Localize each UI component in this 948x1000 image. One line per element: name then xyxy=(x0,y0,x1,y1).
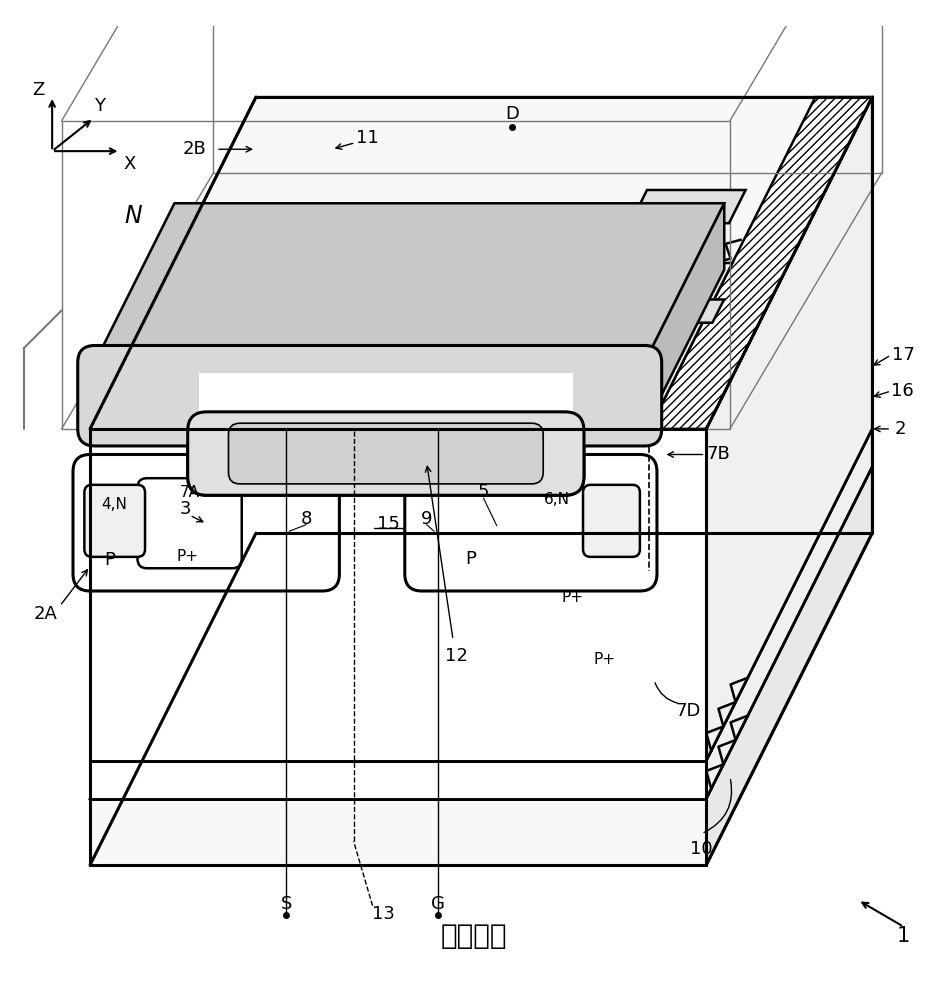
FancyBboxPatch shape xyxy=(228,423,543,484)
Text: P+: P+ xyxy=(593,652,616,667)
Polygon shape xyxy=(90,799,706,865)
FancyBboxPatch shape xyxy=(188,412,584,495)
Text: 2A: 2A xyxy=(33,605,58,623)
Text: 7A: 7A xyxy=(179,485,200,500)
Text: 13: 13 xyxy=(372,905,394,923)
Polygon shape xyxy=(95,402,194,429)
Polygon shape xyxy=(95,374,195,429)
FancyBboxPatch shape xyxy=(188,412,584,495)
Polygon shape xyxy=(595,263,732,429)
Text: N: N xyxy=(124,204,141,228)
Text: 16: 16 xyxy=(891,382,914,400)
Polygon shape xyxy=(565,265,647,476)
Text: 9: 9 xyxy=(421,510,432,528)
Text: P: P xyxy=(104,551,116,569)
Text: 4,N: 4,N xyxy=(100,497,127,512)
FancyBboxPatch shape xyxy=(78,345,662,446)
Text: 8: 8 xyxy=(301,510,312,528)
Text: 7D: 7D xyxy=(676,702,701,720)
Polygon shape xyxy=(706,97,872,761)
Polygon shape xyxy=(649,97,872,429)
Text: Z: Z xyxy=(32,81,44,99)
Polygon shape xyxy=(95,203,724,363)
FancyBboxPatch shape xyxy=(137,478,242,568)
Text: 5: 5 xyxy=(478,483,489,501)
FancyBboxPatch shape xyxy=(84,485,145,557)
Text: 3: 3 xyxy=(180,500,191,518)
Polygon shape xyxy=(630,190,745,223)
Polygon shape xyxy=(207,265,647,431)
Text: P+: P+ xyxy=(561,590,584,605)
Text: 现有技术: 现有技术 xyxy=(441,922,507,950)
Polygon shape xyxy=(90,429,706,761)
Polygon shape xyxy=(95,363,645,374)
Text: Y: Y xyxy=(94,97,105,115)
Polygon shape xyxy=(588,402,645,429)
Polygon shape xyxy=(95,243,274,402)
Text: 11: 11 xyxy=(356,129,379,147)
FancyBboxPatch shape xyxy=(228,423,543,484)
Polygon shape xyxy=(706,467,872,865)
FancyBboxPatch shape xyxy=(73,454,339,591)
Polygon shape xyxy=(90,303,385,429)
Text: 7B: 7B xyxy=(706,445,731,463)
Polygon shape xyxy=(90,97,872,429)
Text: P: P xyxy=(465,550,477,568)
Text: 1: 1 xyxy=(897,926,910,946)
Text: 17: 17 xyxy=(892,346,915,364)
Text: X: X xyxy=(123,155,137,173)
Polygon shape xyxy=(706,429,872,799)
Text: 2: 2 xyxy=(895,420,906,438)
Text: S: S xyxy=(281,895,292,913)
Text: P+: P+ xyxy=(176,549,199,564)
Polygon shape xyxy=(576,374,645,429)
Polygon shape xyxy=(90,467,872,799)
Polygon shape xyxy=(640,299,724,323)
Polygon shape xyxy=(199,373,573,428)
Polygon shape xyxy=(90,761,706,799)
Polygon shape xyxy=(645,203,724,429)
FancyBboxPatch shape xyxy=(583,485,640,557)
Polygon shape xyxy=(588,243,724,402)
Text: D: D xyxy=(505,105,519,123)
Text: 2B: 2B xyxy=(182,140,207,158)
Text: 15: 15 xyxy=(377,515,400,533)
Text: 10: 10 xyxy=(690,840,713,858)
Text: 12: 12 xyxy=(446,647,468,665)
Text: G: G xyxy=(431,895,445,913)
Text: 6,N: 6,N xyxy=(543,492,570,508)
FancyBboxPatch shape xyxy=(405,454,657,591)
